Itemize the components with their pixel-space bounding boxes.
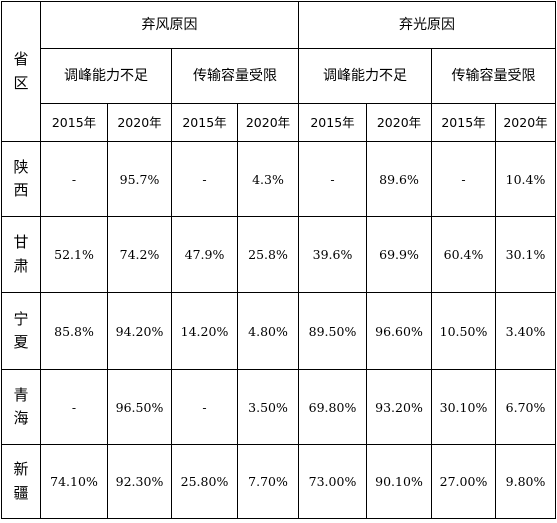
- data-cell: 14.20%: [171, 292, 238, 370]
- province-char: 青: [13, 385, 29, 404]
- year-header: 2020年: [107, 103, 172, 142]
- group-header-solar: 弃光原因: [298, 1, 556, 49]
- data-cell: -: [431, 141, 496, 217]
- data-cell: 90.10%: [366, 444, 432, 519]
- data-cell: 74.10%: [40, 444, 108, 519]
- data-cell: 4.80%: [237, 292, 299, 370]
- data-cell: 85.8%: [40, 292, 108, 370]
- data-cell: 3.50%: [237, 369, 299, 445]
- year-header: 2015年: [431, 103, 496, 142]
- year-header: 2020年: [495, 103, 556, 142]
- province-cell: 甘 肃: [1, 216, 41, 293]
- province-char: 宁: [13, 309, 29, 328]
- province-char: 海: [13, 409, 29, 427]
- subgroup-header-wind-peak: 调峰能力不足: [40, 48, 172, 104]
- data-cell: 96.60%: [366, 292, 432, 370]
- table-row: 宁 夏 85.8% 94.20% 14.20% 4.80% 89.50% 96.…: [1, 292, 556, 370]
- data-cell: 47.9%: [171, 216, 238, 293]
- province-cell: 宁 夏: [1, 292, 41, 370]
- province-char: 甘: [13, 233, 29, 252]
- group-header-wind: 弃风原因: [40, 1, 299, 49]
- data-cell: 25.80%: [171, 444, 238, 519]
- data-cell: 3.40%: [495, 292, 556, 370]
- header-row-subgroups: 调峰能力不足 传输容量受限 调峰能力不足 传输容量受限: [2, 48, 556, 104]
- data-cell: 95.7%: [107, 141, 172, 217]
- province-char: 疆: [13, 483, 29, 502]
- province-char: 西: [13, 181, 29, 199]
- data-cell: 89.6%: [366, 141, 432, 217]
- table-row: 新 疆 74.10% 92.30% 25.80% 7.70% 73.00% 90…: [1, 444, 556, 519]
- year-header: 2015年: [171, 103, 238, 142]
- province-char: 陕: [13, 157, 29, 176]
- province-cell: 青 海: [1, 369, 41, 445]
- data-cell: 94.20%: [107, 292, 172, 370]
- data-cell: 30.1%: [495, 216, 556, 293]
- province-cell: 陕 西: [1, 141, 41, 217]
- data-cell: 89.50%: [298, 292, 367, 370]
- year-header: 2015年: [298, 103, 367, 142]
- header-row-years: 2015年 2020年 2015年 2020年 2015年 2020年 2015…: [2, 103, 556, 142]
- subgroup-header-solar-transmission: 传输容量受限: [431, 48, 556, 104]
- data-cell: 69.9%: [366, 216, 432, 293]
- province-header-char-2: 区: [13, 73, 29, 92]
- year-header: 2020年: [237, 103, 299, 142]
- data-cell: 96.50%: [107, 369, 172, 445]
- table-row: 青 海 - 96.50% - 3.50% 69.80% 93.20% 30.10…: [1, 369, 556, 445]
- data-cell: 10.4%: [495, 141, 556, 217]
- province-char: 夏: [13, 333, 29, 351]
- data-cell: 73.00%: [298, 444, 367, 519]
- year-header: 2015年: [40, 103, 108, 142]
- province-char: 肃: [13, 256, 29, 275]
- subgroup-header-solar-peak: 调峰能力不足: [298, 48, 432, 104]
- data-cell: 6.70%: [495, 369, 556, 445]
- province-header: 省 区: [1, 1, 41, 142]
- data-cell: 9.80%: [495, 444, 556, 519]
- province-header-char-1: 省: [13, 50, 29, 69]
- table-row: 陕 西 - 95.7% - 4.3% - 89.6% - 10.4%: [1, 141, 556, 217]
- data-cell: 74.2%: [107, 216, 172, 293]
- data-cell: -: [298, 141, 367, 217]
- data-cell: 7.70%: [237, 444, 299, 519]
- province-cell: 新 疆: [1, 444, 41, 519]
- data-cell: 10.50%: [431, 292, 496, 370]
- data-cell: -: [171, 141, 238, 217]
- data-cell: 92.30%: [107, 444, 172, 519]
- data-cell: 25.8%: [237, 216, 299, 293]
- table-row: 甘 肃 52.1% 74.2% 47.9% 25.8% 39.6% 69.9% …: [1, 216, 556, 293]
- data-cell: -: [171, 369, 238, 445]
- data-cell: 52.1%: [40, 216, 108, 293]
- data-cell: 27.00%: [431, 444, 496, 519]
- data-cell: 39.6%: [298, 216, 367, 293]
- data-cell: -: [40, 141, 108, 217]
- subgroup-header-wind-transmission: 传输容量受限: [171, 48, 299, 104]
- header-row-groups: 省 区 弃风原因 弃光原因: [1, 1, 556, 142]
- data-cell: 4.3%: [237, 141, 299, 217]
- data-cell: 93.20%: [366, 369, 432, 445]
- data-cell: -: [40, 369, 108, 445]
- province-char: 新: [13, 460, 29, 479]
- data-cell: 30.10%: [431, 369, 496, 445]
- year-header: 2020年: [366, 103, 432, 142]
- data-cell: 60.4%: [431, 216, 496, 293]
- data-cell: 69.80%: [298, 369, 367, 445]
